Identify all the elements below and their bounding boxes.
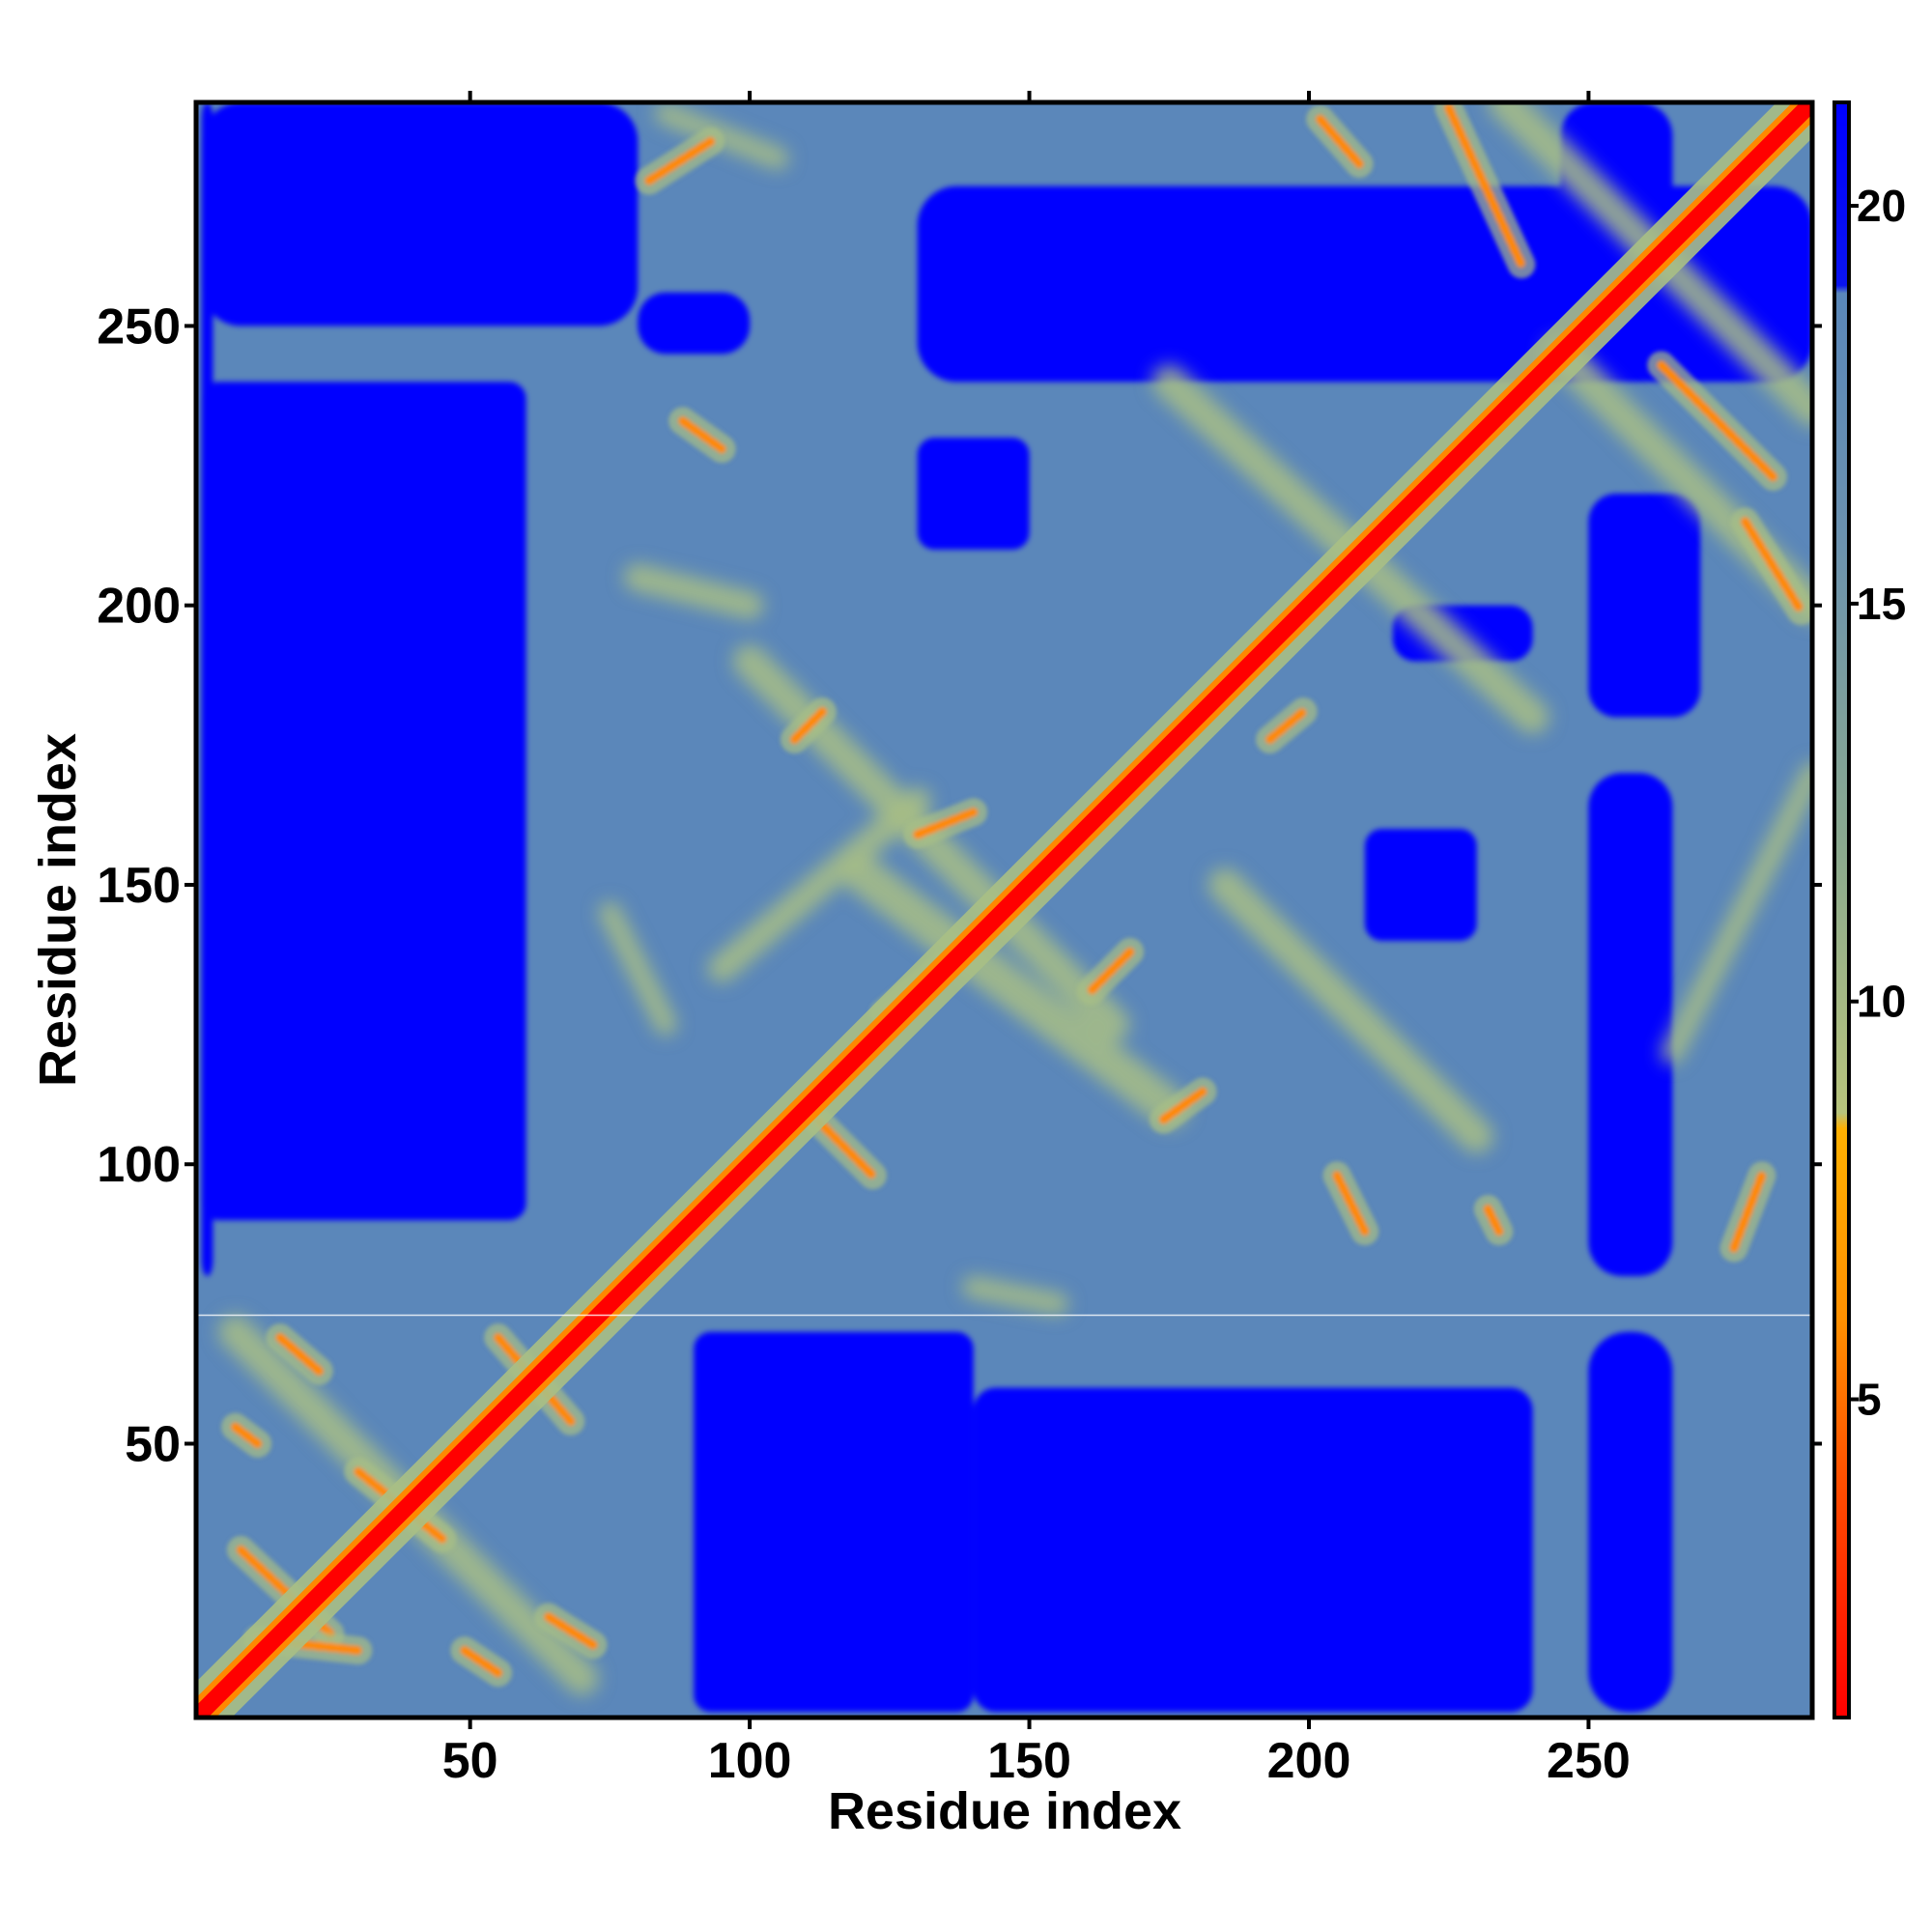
near-contact-5 [1158, 1087, 1208, 1124]
heatmap [196, 102, 1812, 1718]
colorbar-ticks: 5 10 15 20 [1812, 181, 1906, 1446]
x-tick-label-250: 250 [1547, 1733, 1631, 1789]
near-contact-23 [1332, 1171, 1370, 1236]
x-tick-label-50: 50 [442, 1733, 498, 1789]
near-contact-11 [275, 1332, 324, 1376]
mid-band-11 [1661, 761, 1812, 1065]
plot-frame [193, 99, 1815, 1720]
far-region-0 [201, 102, 639, 327]
y-axis-title: Residue index [29, 733, 87, 1087]
far-region-1 [638, 292, 751, 355]
near-contact-18 [230, 1422, 263, 1449]
mid-contact-bands [218, 102, 1812, 1695]
near-contact-6 [1264, 706, 1308, 745]
x-tick-label-200: 200 [1267, 1733, 1351, 1789]
y-tick-label-100: 100 [97, 1137, 181, 1193]
far-contact-regions [201, 102, 1812, 1713]
cb-tick-label-5: 5 [1857, 1375, 1882, 1425]
near-contact-21 [1729, 1171, 1767, 1253]
cb-tick-label-20: 20 [1857, 181, 1906, 231]
near-contact-2 [913, 808, 979, 839]
mid-band-2 [1208, 867, 1494, 1153]
near-contact-17 [460, 1645, 503, 1678]
diagonal-band [196, 102, 1812, 1718]
near-contact-16 [544, 1612, 598, 1650]
far-region-4 [1588, 1331, 1673, 1713]
far-region-9 [973, 1387, 1533, 1713]
diagonal-line [196, 102, 1812, 1718]
cb-tick-label-15: 15 [1857, 579, 1906, 629]
far-region-13 [1364, 829, 1477, 941]
far-region-6 [1588, 493, 1701, 718]
x-axis-title: Residue index [828, 1782, 1181, 1840]
x-axis-ticks: 50 100 150 200 250 [442, 91, 1631, 1789]
y-tick-label-200: 200 [97, 579, 181, 635]
near-contact-8 [1444, 103, 1526, 270]
near-contact-4 [1086, 947, 1135, 996]
far-region-10 [201, 382, 526, 1221]
near-contact-3 [789, 706, 827, 745]
near-contact-19 [644, 136, 716, 185]
mid-band-6 [598, 901, 677, 1037]
x-tick-label-100: 100 [708, 1733, 792, 1789]
mid-band-0 [841, 854, 1189, 1128]
far-region-12 [917, 438, 1030, 550]
mid-band-12 [707, 786, 932, 983]
far-region-8 [694, 1331, 974, 1713]
y-tick-label-50: 50 [125, 1417, 181, 1473]
colorbar: 5 10 15 20 [1812, 100, 1906, 1719]
x-tick-label-150: 150 [987, 1733, 1071, 1789]
near-contact-9 [1657, 360, 1778, 482]
y-tick-label-250: 250 [97, 298, 181, 355]
cb-tick-label-10: 10 [1857, 977, 1906, 1027]
far-region-5 [1588, 773, 1673, 1276]
y-tick-label-150: 150 [97, 858, 181, 914]
mid-band-4 [623, 563, 764, 620]
colorbar-bar [1833, 100, 1851, 1719]
y-axis-ticks: 50 100 150 200 250 [97, 298, 196, 1473]
near-contact-7 [1315, 114, 1364, 169]
near-contact-10 [1740, 517, 1806, 616]
near-contact-20 [678, 416, 726, 454]
near-contact-22 [1483, 1204, 1504, 1236]
near-contact-0 [811, 1115, 878, 1180]
mid-band-5 [962, 1275, 1069, 1316]
